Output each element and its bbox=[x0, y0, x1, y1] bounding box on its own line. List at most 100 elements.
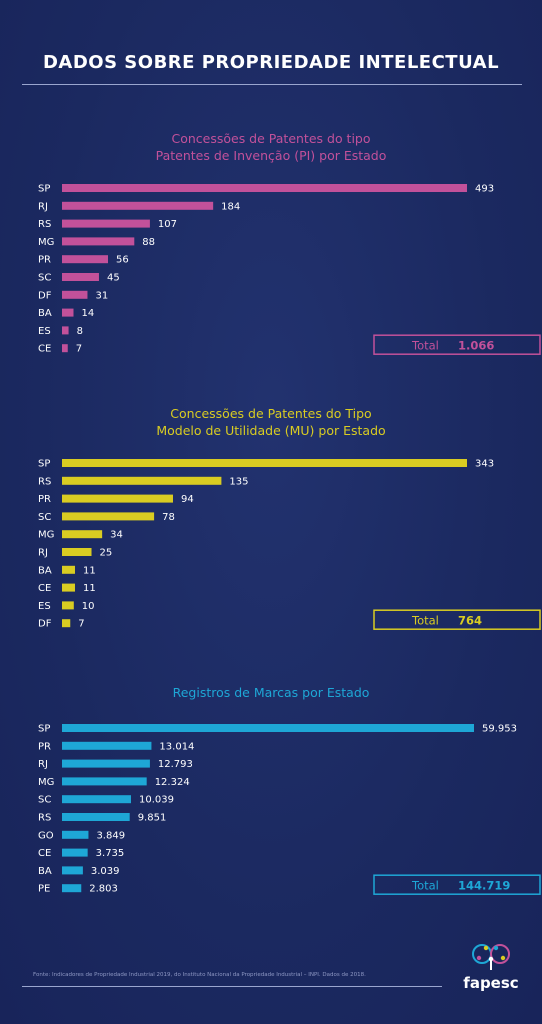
value-label: 493 bbox=[475, 184, 494, 195]
bar bbox=[62, 344, 68, 353]
value-label: 3.849 bbox=[96, 830, 125, 841]
value-label: 31 bbox=[95, 290, 108, 301]
category-label: BA bbox=[38, 565, 52, 576]
fapesc-logo: fapesc bbox=[456, 938, 526, 998]
value-label: 107 bbox=[158, 219, 177, 230]
category-label: MG bbox=[38, 777, 54, 788]
value-label: 3.735 bbox=[96, 848, 125, 859]
bar bbox=[62, 459, 467, 467]
bar bbox=[62, 759, 150, 768]
chart-marcas-by-state: SP 59.953 PR 13.014 RJ 12.793 MG 12.324 SC 10.039… bbox=[38, 724, 541, 895]
category-label: CE bbox=[38, 848, 51, 859]
value-label: 13.014 bbox=[159, 741, 194, 752]
value-label: 56 bbox=[116, 255, 129, 266]
category-label: SC bbox=[38, 795, 51, 806]
value-label: 25 bbox=[100, 548, 113, 559]
value-label: 45 bbox=[107, 273, 120, 284]
category-label: RS bbox=[38, 813, 51, 824]
category-label: RJ bbox=[38, 759, 48, 770]
total-label: Total bbox=[411, 879, 439, 893]
category-label: SP bbox=[38, 184, 50, 195]
category-label: ES bbox=[38, 601, 51, 612]
category-label: SP bbox=[38, 724, 50, 735]
total-box bbox=[373, 334, 541, 355]
total-label: Total bbox=[411, 614, 439, 628]
value-label: 94 bbox=[181, 494, 194, 505]
bar bbox=[62, 583, 75, 592]
value-label: 135 bbox=[229, 476, 248, 487]
category-label: CE bbox=[38, 344, 51, 355]
bar bbox=[62, 201, 214, 210]
category-label: BA bbox=[38, 308, 52, 319]
bar bbox=[62, 308, 74, 317]
bar bbox=[62, 813, 130, 821]
value-label: 88 bbox=[142, 237, 155, 248]
value-label: 11 bbox=[83, 565, 96, 576]
bar bbox=[62, 494, 173, 503]
value-label: 9.851 bbox=[138, 813, 167, 824]
value-label: 2.803 bbox=[89, 884, 118, 895]
total-box bbox=[373, 609, 541, 630]
brain-logo-icon bbox=[472, 944, 510, 970]
category-label: PE bbox=[38, 884, 50, 895]
value-label: 10.039 bbox=[139, 795, 174, 806]
value-label: 7 bbox=[78, 619, 84, 630]
category-label: SC bbox=[38, 273, 51, 284]
category-label: PR bbox=[38, 255, 51, 266]
category-label: DF bbox=[38, 290, 52, 301]
logo-text: fapesc bbox=[463, 974, 519, 992]
bar bbox=[62, 219, 150, 228]
value-label: 14 bbox=[82, 308, 95, 319]
bar bbox=[62, 326, 69, 335]
category-label: BA bbox=[38, 866, 52, 877]
bar bbox=[62, 512, 155, 521]
bar bbox=[62, 273, 99, 281]
source-note: Fonte: Indicadores de Propriedade Indust… bbox=[33, 972, 366, 978]
category-label: RJ bbox=[38, 548, 48, 559]
value-label: 184 bbox=[221, 201, 240, 212]
bar bbox=[62, 848, 88, 857]
chart-title-pi: Concessões de Patentes do tipo Patentes … bbox=[0, 130, 542, 164]
bar bbox=[62, 290, 88, 299]
category-label: RJ bbox=[38, 201, 48, 212]
category-label: RS bbox=[38, 219, 51, 230]
bar bbox=[62, 830, 89, 839]
bar bbox=[62, 724, 474, 732]
category-label: PR bbox=[38, 741, 51, 752]
bar bbox=[62, 601, 74, 610]
page-title: DADOS SOBRE PROPRIEDADE INTELECTUAL bbox=[42, 52, 500, 73]
bar bbox=[62, 741, 152, 750]
bar bbox=[62, 866, 83, 875]
chart-mu-by-state: SP 343 RS 135 PR 94 SC 78 MG 34 RJ 25 BA 11 CE 11 ES 10 DF… bbox=[38, 459, 541, 630]
category-label: SC bbox=[38, 512, 51, 523]
chart-title-line: Patentes de Invenção (PI) por Estado bbox=[155, 148, 387, 163]
category-label: SP bbox=[38, 459, 50, 470]
chart-title-line: Concessões de Patentes do tipo bbox=[171, 131, 371, 146]
category-label: GO bbox=[38, 830, 54, 841]
category-label: ES bbox=[38, 326, 51, 337]
chart-title-marcas: Registros de Marcas por Estado bbox=[0, 684, 542, 701]
value-label: 59.953 bbox=[482, 724, 517, 735]
bar bbox=[62, 777, 147, 786]
footer-divider bbox=[22, 986, 442, 987]
value-label: 12.324 bbox=[155, 777, 190, 788]
chart-title-line: Modelo de Utilidade (MU) por Estado bbox=[156, 423, 386, 438]
value-label: 3.039 bbox=[91, 866, 120, 877]
header-divider bbox=[22, 84, 522, 85]
value-label: 10 bbox=[82, 601, 95, 612]
chart-pi-by-state: SP 493 RJ 184 RS 107 MG 88 PR 56 SC 45 DF 31 BA 14 ES 8 CE… bbox=[38, 184, 541, 355]
category-label: RS bbox=[38, 476, 51, 487]
value-label: 11 bbox=[83, 583, 96, 594]
chart-title-mu: Concessões de Patentes do Tipo Modelo de… bbox=[0, 405, 542, 439]
value-label: 12.793 bbox=[158, 759, 193, 770]
value-label: 34 bbox=[110, 530, 123, 541]
bar bbox=[62, 530, 103, 539]
value-label: 7 bbox=[76, 344, 82, 355]
total-value: 1.066 bbox=[458, 339, 494, 353]
bar bbox=[62, 565, 75, 574]
total-box bbox=[373, 874, 541, 895]
category-label: PR bbox=[38, 494, 51, 505]
total-label: Total bbox=[411, 339, 439, 353]
category-label: DF bbox=[38, 619, 52, 630]
total-value: 764 bbox=[458, 614, 482, 628]
